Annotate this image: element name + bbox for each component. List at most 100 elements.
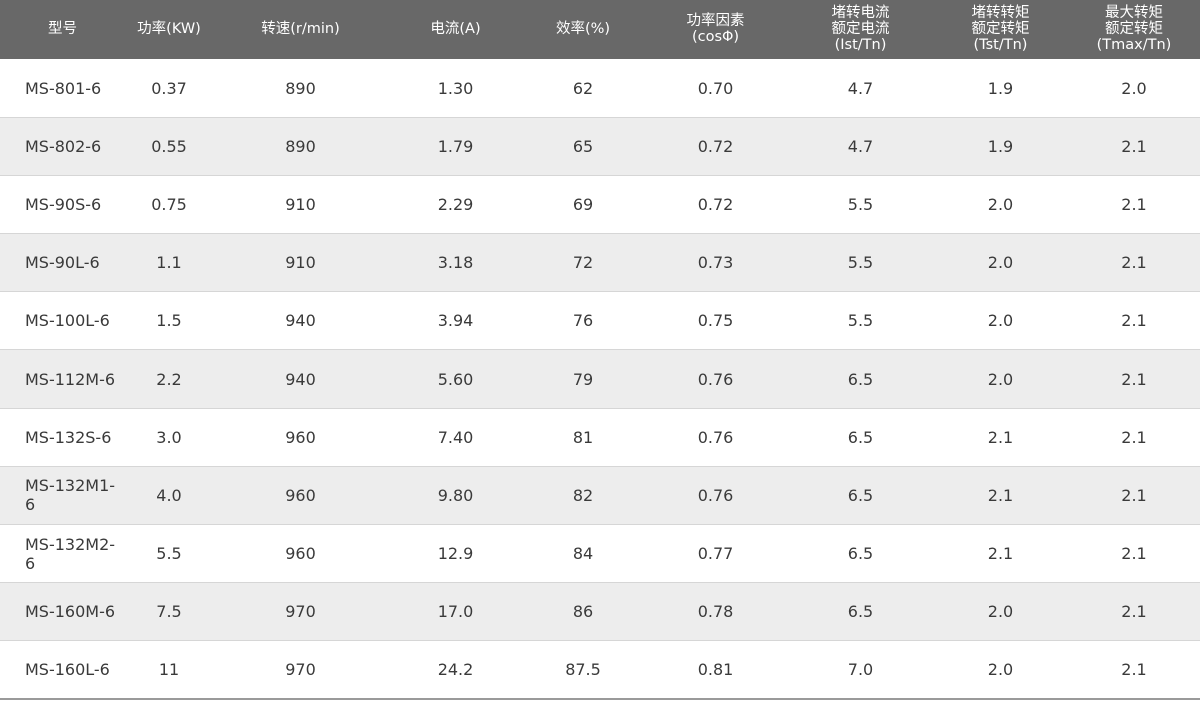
cell-power: 0.75 xyxy=(125,175,213,235)
cell-locked-rotor-torque: 2.0 xyxy=(933,175,1068,235)
cell-power-factor: 0.72 xyxy=(643,175,788,235)
cell-speed: 970 xyxy=(213,582,388,642)
cell-model: MS-90L-6 xyxy=(0,233,125,293)
cell-efficiency: 72 xyxy=(523,233,643,293)
table-body: MS-801-6 0.37 890 1.30 62 0.70 4.7 1.9 2.0 MS-802… xyxy=(0,59,1200,701)
cell-locked-rotor-current: 5.5 xyxy=(788,291,933,351)
table-row: MS-132M1-6 4.0 960 9.80 82 0.76 6.5 2.1 2.1 xyxy=(0,466,1200,526)
cell-locked-rotor-current: 6.5 xyxy=(788,582,933,642)
cell-model: MS-802-6 xyxy=(0,117,125,176)
header-power: 功率(KW) xyxy=(125,0,213,60)
cell-power-factor: 0.73 xyxy=(643,233,788,293)
cell-power: 3.0 xyxy=(125,408,213,467)
cell-model: MS-132M2-6 xyxy=(0,524,125,584)
cell-locked-rotor-torque: 2.0 xyxy=(933,233,1068,293)
cell-power: 1.1 xyxy=(125,233,213,293)
cell-max-torque: 2.1 xyxy=(1068,233,1200,293)
cell-max-torque: 2.1 xyxy=(1068,117,1200,176)
cell-power: 2.2 xyxy=(125,349,213,409)
table-row: MS-100L-6 1.5 940 3.94 76 0.75 5.5 2.0 2.1 xyxy=(0,291,1200,351)
cell-locked-rotor-torque: 1.9 xyxy=(933,117,1068,176)
cell-current: 24.2 xyxy=(388,640,523,701)
cell-current: 9.80 xyxy=(388,466,523,526)
cell-max-torque: 2.1 xyxy=(1068,291,1200,351)
cell-model: MS-100L-6 xyxy=(0,291,125,351)
cell-locked-rotor-torque: 2.1 xyxy=(933,524,1068,584)
cell-efficiency: 84 xyxy=(523,524,643,584)
cell-power-factor: 0.78 xyxy=(643,582,788,642)
table-row: MS-90L-6 1.1 910 3.18 72 0.73 5.5 2.0 2.1 xyxy=(0,233,1200,293)
cell-current: 3.94 xyxy=(388,291,523,351)
cell-max-torque: 2.1 xyxy=(1068,349,1200,409)
table-row: MS-112M-6 2.2 940 5.60 79 0.76 6.5 2.0 2.1 xyxy=(0,349,1200,409)
table-row: MS-160L-6 11 970 24.2 87.5 0.81 7.0 2.0 2.1 xyxy=(0,640,1200,701)
cell-locked-rotor-torque: 2.1 xyxy=(933,408,1068,467)
table-row: MS-801-6 0.37 890 1.30 62 0.70 4.7 1.9 2.0 xyxy=(0,59,1200,118)
cell-locked-rotor-torque: 2.0 xyxy=(933,582,1068,642)
cell-locked-rotor-torque: 1.9 xyxy=(933,59,1068,118)
cell-locked-rotor-current: 6.5 xyxy=(788,524,933,584)
cell-locked-rotor-current: 6.5 xyxy=(788,408,933,467)
cell-power: 0.55 xyxy=(125,117,213,176)
cell-locked-rotor-current: 5.5 xyxy=(788,175,933,235)
cell-model: MS-160M-6 xyxy=(0,582,125,642)
cell-speed: 960 xyxy=(213,524,388,584)
header-speed: 转速(r/min) xyxy=(213,0,388,60)
cell-locked-rotor-current: 6.5 xyxy=(788,466,933,526)
cell-power-factor: 0.81 xyxy=(643,640,788,701)
cell-speed: 910 xyxy=(213,175,388,235)
cell-speed: 960 xyxy=(213,408,388,467)
cell-power-factor: 0.76 xyxy=(643,349,788,409)
cell-efficiency: 81 xyxy=(523,408,643,467)
header-current: 电流(A) xyxy=(388,0,523,60)
cell-locked-rotor-current: 4.7 xyxy=(788,59,933,118)
cell-current: 12.9 xyxy=(388,524,523,584)
cell-locked-rotor-torque: 2.1 xyxy=(933,466,1068,526)
cell-speed: 890 xyxy=(213,59,388,118)
cell-max-torque: 2.1 xyxy=(1068,466,1200,526)
cell-model: MS-132M1-6 xyxy=(0,466,125,526)
cell-current: 5.60 xyxy=(388,349,523,409)
header-power-factor: 功率因素 (cosΦ) xyxy=(643,0,788,60)
cell-power: 7.5 xyxy=(125,582,213,642)
header-locked-rotor-torque: 堵转转矩 额定转矩 (Tst/Tn) xyxy=(933,0,1068,60)
table-header: 型号 功率(KW) 转速(r/min) 电流(A) 效率(%) 功率因素 (co… xyxy=(0,0,1200,60)
cell-speed: 890 xyxy=(213,117,388,176)
cell-max-torque: 2.1 xyxy=(1068,524,1200,584)
cell-locked-rotor-current: 6.5 xyxy=(788,349,933,409)
cell-power-factor: 0.76 xyxy=(643,408,788,467)
cell-locked-rotor-current: 4.7 xyxy=(788,117,933,176)
cell-locked-rotor-torque: 2.0 xyxy=(933,640,1068,701)
cell-power-factor: 0.76 xyxy=(643,466,788,526)
cell-speed: 970 xyxy=(213,640,388,701)
table-row: MS-132S-6 3.0 960 7.40 81 0.76 6.5 2.1 2.1 xyxy=(0,408,1200,467)
cell-max-torque: 2.0 xyxy=(1068,59,1200,118)
cell-max-torque: 2.1 xyxy=(1068,175,1200,235)
cell-efficiency: 82 xyxy=(523,466,643,526)
cell-efficiency: 86 xyxy=(523,582,643,642)
cell-current: 2.29 xyxy=(388,175,523,235)
cell-speed: 960 xyxy=(213,466,388,526)
cell-power-factor: 0.72 xyxy=(643,117,788,176)
cell-max-torque: 2.1 xyxy=(1068,582,1200,642)
cell-power: 5.5 xyxy=(125,524,213,584)
cell-max-torque: 2.1 xyxy=(1068,408,1200,467)
cell-power: 4.0 xyxy=(125,466,213,526)
header-max-torque: 最大转矩 额定转矩 (Tmax/Tn) xyxy=(1068,0,1200,60)
cell-power-factor: 0.77 xyxy=(643,524,788,584)
table-row: MS-90S-6 0.75 910 2.29 69 0.72 5.5 2.0 2.1 xyxy=(0,175,1200,235)
header-model: 型号 xyxy=(0,0,125,60)
cell-current: 17.0 xyxy=(388,582,523,642)
cell-model: MS-160L-6 xyxy=(0,640,125,701)
table-row: MS-802-6 0.55 890 1.79 65 0.72 4.7 1.9 2.1 xyxy=(0,117,1200,176)
cell-locked-rotor-torque: 2.0 xyxy=(933,291,1068,351)
cell-power-factor: 0.75 xyxy=(643,291,788,351)
cell-locked-rotor-torque: 2.0 xyxy=(933,349,1068,409)
cell-current: 7.40 xyxy=(388,408,523,467)
cell-model: MS-90S-6 xyxy=(0,175,125,235)
cell-efficiency: 79 xyxy=(523,349,643,409)
cell-power: 1.5 xyxy=(125,291,213,351)
cell-speed: 940 xyxy=(213,291,388,351)
cell-efficiency: 87.5 xyxy=(523,640,643,701)
